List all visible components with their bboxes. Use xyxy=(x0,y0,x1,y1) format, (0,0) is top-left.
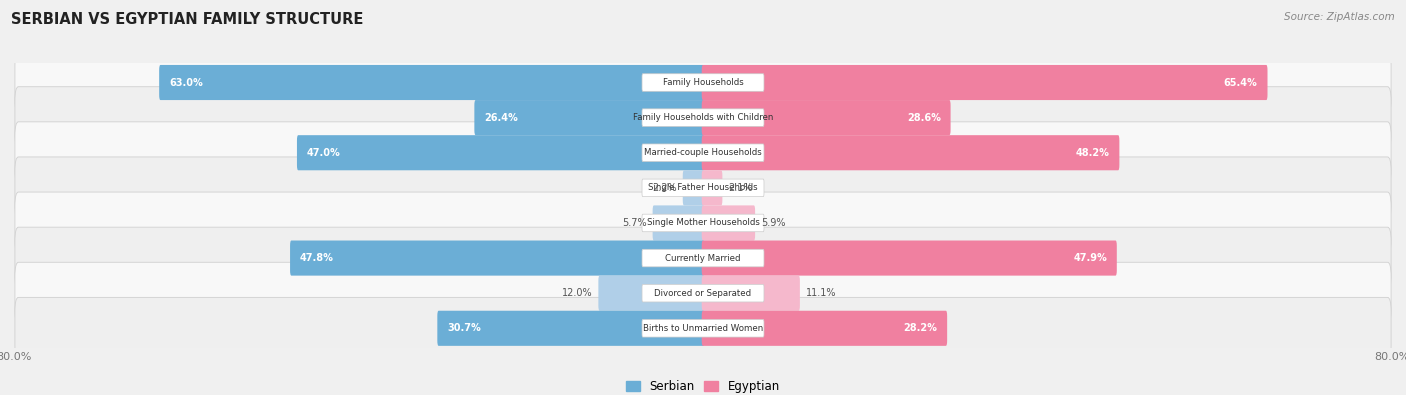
Text: 28.2%: 28.2% xyxy=(904,323,938,333)
FancyBboxPatch shape xyxy=(683,170,704,205)
Text: 48.2%: 48.2% xyxy=(1076,148,1109,158)
FancyBboxPatch shape xyxy=(15,87,1391,149)
FancyBboxPatch shape xyxy=(702,276,800,311)
Text: Births to Unmarried Women: Births to Unmarried Women xyxy=(643,324,763,333)
Text: Married-couple Households: Married-couple Households xyxy=(644,148,762,157)
Text: Family Households with Children: Family Households with Children xyxy=(633,113,773,122)
FancyBboxPatch shape xyxy=(702,170,723,205)
FancyBboxPatch shape xyxy=(159,65,704,100)
FancyBboxPatch shape xyxy=(290,241,704,276)
Text: 28.6%: 28.6% xyxy=(907,113,941,122)
FancyBboxPatch shape xyxy=(474,100,704,135)
FancyBboxPatch shape xyxy=(15,192,1391,254)
Text: 5.7%: 5.7% xyxy=(623,218,647,228)
FancyBboxPatch shape xyxy=(15,297,1391,359)
FancyBboxPatch shape xyxy=(643,144,763,162)
Text: Source: ZipAtlas.com: Source: ZipAtlas.com xyxy=(1284,12,1395,22)
Text: 63.0%: 63.0% xyxy=(169,77,202,88)
FancyBboxPatch shape xyxy=(599,276,704,311)
FancyBboxPatch shape xyxy=(15,52,1391,113)
FancyBboxPatch shape xyxy=(702,65,1267,100)
Text: 26.4%: 26.4% xyxy=(484,113,517,122)
Text: Single Father Households: Single Father Households xyxy=(648,183,758,192)
Text: 47.9%: 47.9% xyxy=(1073,253,1107,263)
FancyBboxPatch shape xyxy=(643,109,763,126)
FancyBboxPatch shape xyxy=(15,262,1391,324)
FancyBboxPatch shape xyxy=(702,135,1119,170)
FancyBboxPatch shape xyxy=(702,205,755,241)
FancyBboxPatch shape xyxy=(702,311,948,346)
FancyBboxPatch shape xyxy=(643,249,763,267)
Text: Divorced or Separated: Divorced or Separated xyxy=(654,289,752,298)
FancyBboxPatch shape xyxy=(702,241,1116,276)
Text: 2.2%: 2.2% xyxy=(652,183,678,193)
FancyBboxPatch shape xyxy=(643,284,763,302)
Text: 47.0%: 47.0% xyxy=(307,148,340,158)
FancyBboxPatch shape xyxy=(643,214,763,232)
Text: Single Mother Households: Single Mother Households xyxy=(647,218,759,228)
Legend: Serbian, Egyptian: Serbian, Egyptian xyxy=(626,380,780,393)
FancyBboxPatch shape xyxy=(15,157,1391,219)
Text: Currently Married: Currently Married xyxy=(665,254,741,263)
Text: 30.7%: 30.7% xyxy=(447,323,481,333)
FancyBboxPatch shape xyxy=(15,227,1391,289)
Text: 2.1%: 2.1% xyxy=(728,183,752,193)
FancyBboxPatch shape xyxy=(643,74,763,91)
FancyBboxPatch shape xyxy=(15,122,1391,184)
Text: 11.1%: 11.1% xyxy=(806,288,837,298)
Text: Family Households: Family Households xyxy=(662,78,744,87)
FancyBboxPatch shape xyxy=(652,205,704,241)
Text: 12.0%: 12.0% xyxy=(562,288,593,298)
FancyBboxPatch shape xyxy=(297,135,704,170)
Text: 65.4%: 65.4% xyxy=(1223,77,1257,88)
Text: 47.8%: 47.8% xyxy=(299,253,333,263)
FancyBboxPatch shape xyxy=(437,311,704,346)
FancyBboxPatch shape xyxy=(643,320,763,337)
Text: SERBIAN VS EGYPTIAN FAMILY STRUCTURE: SERBIAN VS EGYPTIAN FAMILY STRUCTURE xyxy=(11,12,364,27)
FancyBboxPatch shape xyxy=(643,179,763,197)
Text: 5.9%: 5.9% xyxy=(761,218,785,228)
FancyBboxPatch shape xyxy=(702,100,950,135)
